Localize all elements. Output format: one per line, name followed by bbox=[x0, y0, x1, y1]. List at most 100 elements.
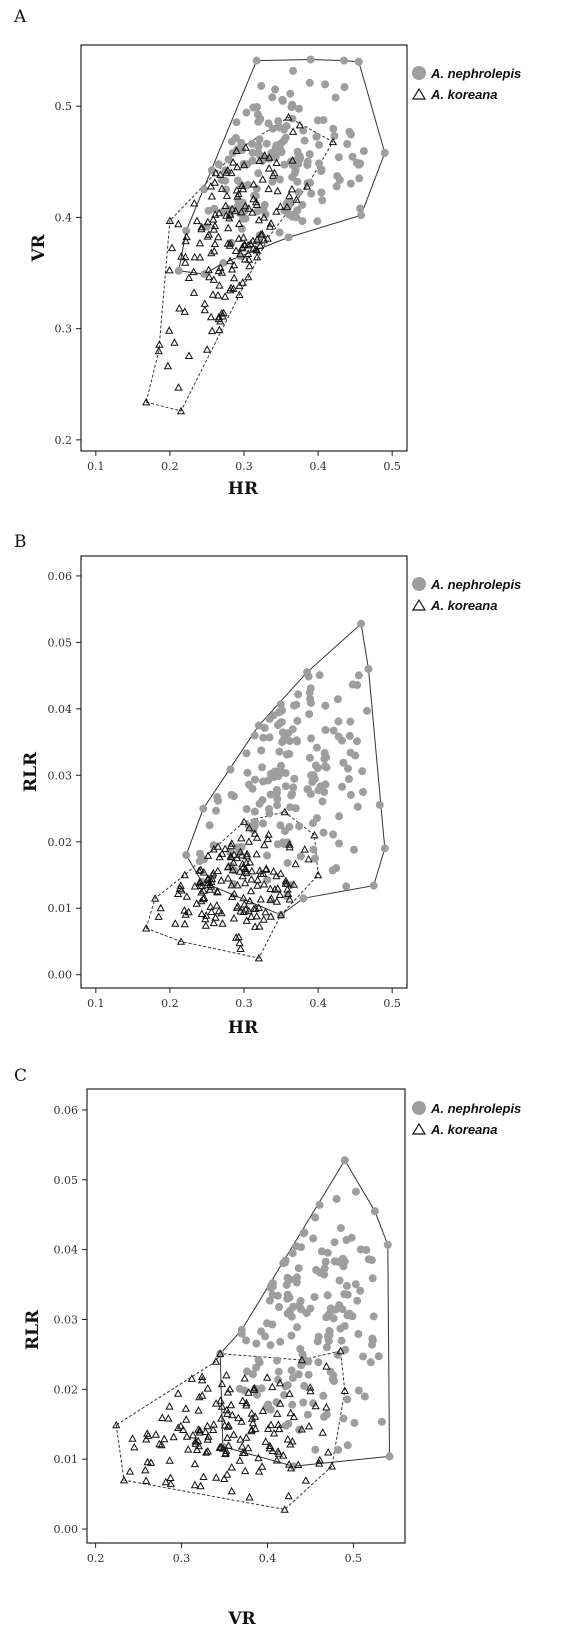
point-nephrolepis bbox=[255, 135, 264, 144]
point-koreana bbox=[192, 216, 202, 225]
point-koreana bbox=[154, 912, 163, 920]
point-koreana bbox=[256, 241, 265, 249]
point-nephrolepis bbox=[271, 85, 280, 94]
point-koreana bbox=[226, 1400, 236, 1409]
point-nephrolepis bbox=[281, 782, 290, 791]
point-nephrolepis bbox=[273, 795, 282, 803]
point-koreana bbox=[237, 833, 246, 842]
point-nephrolepis bbox=[276, 821, 285, 830]
point-koreana bbox=[254, 1467, 264, 1475]
point-nephrolepis bbox=[342, 1236, 351, 1244]
point-nephrolepis bbox=[292, 213, 301, 222]
point-koreana bbox=[260, 151, 269, 159]
point-nephrolepis bbox=[289, 66, 297, 75]
point-nephrolepis bbox=[265, 805, 273, 813]
point-nephrolepis bbox=[343, 1441, 352, 1450]
point-koreana bbox=[259, 879, 269, 888]
point-koreana bbox=[262, 864, 271, 872]
point-koreana bbox=[165, 1402, 174, 1410]
point-nephrolepis bbox=[273, 1291, 282, 1300]
point-nephrolepis bbox=[320, 788, 329, 797]
point-nephrolepis bbox=[360, 1392, 369, 1401]
point-nephrolepis bbox=[286, 89, 295, 98]
point-koreana bbox=[272, 207, 281, 215]
point-koreana bbox=[242, 1400, 251, 1409]
point-nephrolepis bbox=[357, 211, 366, 220]
point-koreana bbox=[242, 1433, 251, 1441]
point-koreana bbox=[238, 278, 247, 286]
point-koreana bbox=[197, 887, 206, 896]
point-koreana bbox=[241, 864, 250, 872]
point-koreana bbox=[227, 168, 236, 177]
point-koreana bbox=[171, 919, 180, 927]
point-koreana bbox=[285, 842, 294, 851]
point-nephrolepis bbox=[334, 717, 343, 726]
point-nephrolepis bbox=[232, 118, 241, 127]
point-koreana bbox=[231, 246, 241, 254]
point-nephrolepis bbox=[243, 768, 252, 777]
point-koreana bbox=[174, 383, 183, 391]
point-nephrolepis bbox=[287, 1312, 296, 1321]
point-koreana bbox=[184, 907, 193, 916]
point-nephrolepis bbox=[281, 133, 290, 142]
point-nephrolepis bbox=[274, 117, 283, 126]
point-koreana bbox=[214, 312, 224, 321]
point-koreana bbox=[210, 239, 220, 248]
point-nephrolepis bbox=[305, 753, 314, 762]
point-koreana bbox=[190, 198, 199, 207]
point-koreana bbox=[192, 1445, 202, 1453]
panel-c: C 0.2 0.3 0.4 0.5 0.00 0.01 0.02 0.03 0.04 0.05 0.… bbox=[0, 1059, 561, 1631]
point-koreana bbox=[229, 284, 238, 292]
point-koreana bbox=[336, 1346, 345, 1355]
point-nephrolepis bbox=[273, 149, 282, 158]
point-nephrolepis bbox=[333, 1350, 342, 1359]
point-nephrolepis bbox=[329, 726, 338, 735]
point-nephrolepis bbox=[354, 671, 363, 680]
point-koreana bbox=[328, 137, 338, 146]
point-nephrolepis bbox=[294, 1264, 303, 1273]
point-nephrolepis bbox=[354, 1330, 363, 1338]
point-nephrolepis bbox=[340, 1257, 349, 1266]
point-nephrolepis bbox=[342, 1281, 351, 1290]
point-nephrolepis bbox=[369, 1312, 378, 1321]
point-koreana bbox=[212, 1473, 221, 1481]
point-koreana bbox=[229, 913, 239, 922]
point-koreana bbox=[274, 1420, 283, 1428]
point-koreana bbox=[227, 880, 236, 889]
point-koreana bbox=[244, 1388, 253, 1396]
point-koreana bbox=[259, 869, 268, 877]
point-koreana bbox=[187, 1374, 196, 1382]
point-koreana bbox=[284, 113, 293, 121]
point-koreana bbox=[281, 879, 290, 887]
legend-swatch-koreana-a bbox=[411, 87, 427, 100]
point-nephrolepis bbox=[341, 1345, 350, 1354]
point-nephrolepis bbox=[385, 1452, 394, 1461]
point-nephrolepis bbox=[335, 1301, 344, 1310]
point-nephrolepis bbox=[321, 780, 330, 789]
point-koreana bbox=[180, 919, 189, 928]
point-koreana bbox=[273, 1409, 282, 1417]
x-tick-label-a: 0.4 bbox=[309, 460, 327, 473]
point-nephrolepis bbox=[224, 155, 233, 164]
point-koreana bbox=[201, 921, 210, 929]
point-koreana bbox=[282, 202, 292, 211]
point-nephrolepis bbox=[359, 788, 367, 796]
point-nephrolepis bbox=[274, 1375, 282, 1384]
hull-nephrolepis-a bbox=[178, 58, 386, 275]
point-koreana bbox=[318, 1428, 327, 1436]
point-nephrolepis bbox=[266, 1341, 275, 1350]
point-nephrolepis bbox=[294, 690, 303, 699]
point-koreana bbox=[164, 1414, 173, 1422]
point-nephrolepis bbox=[275, 228, 284, 237]
point-nephrolepis bbox=[276, 700, 285, 709]
y-tick-label-c: 0.02 bbox=[54, 1383, 79, 1396]
point-nephrolepis bbox=[281, 769, 290, 778]
point-nephrolepis bbox=[325, 1330, 334, 1339]
point-nephrolepis bbox=[257, 1384, 266, 1393]
point-koreana bbox=[300, 845, 309, 853]
point-nephrolepis bbox=[205, 821, 214, 830]
point-nephrolepis bbox=[248, 784, 257, 793]
point-nephrolepis bbox=[337, 1336, 346, 1345]
point-nephrolepis bbox=[330, 1257, 339, 1266]
point-koreana bbox=[265, 1443, 274, 1452]
